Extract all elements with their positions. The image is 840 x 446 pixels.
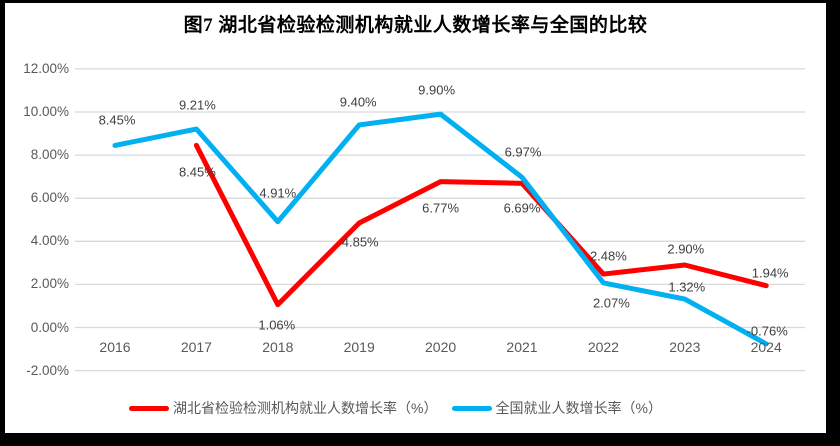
x-axis-label: 2018 [262, 339, 294, 355]
data-label: 1.94% [751, 265, 789, 281]
data-label: 2.90% [667, 241, 705, 257]
legend: 湖北省检验检测机构就业人数增长率（%） 全国就业人数增长率（%） [5, 396, 786, 420]
data-label: 2.48% [589, 248, 627, 264]
plot-area [75, 68, 805, 372]
data-label: 1.32% [668, 279, 706, 295]
y-tick-label: 0.00% [30, 319, 69, 335]
x-axis-label: 2019 [343, 339, 375, 355]
y-tick-label: 4.00% [30, 233, 69, 249]
chart-title: 图7 湖北省检验检测机构就业人数增长率与全国的比较 [183, 15, 648, 36]
data-label: 6.97% [504, 144, 542, 160]
legend-label-hubei: 湖北省检验检测机构就业人数增长率（%） [173, 400, 438, 416]
data-label: -0.76% [746, 323, 788, 339]
x-axis-label: 2023 [669, 339, 701, 355]
x-axis-label: 2024 [750, 339, 782, 355]
data-label: 8.45% [178, 164, 216, 180]
y-tick-label: 12.00% [23, 60, 69, 76]
y-tick-label: 10.00% [23, 104, 69, 119]
x-axis-label: 2016 [99, 339, 131, 355]
data-label: 4.91% [259, 185, 297, 201]
data-label: 9.21% [178, 97, 216, 113]
data-label: 1.06% [258, 317, 296, 333]
data-label: 6.69% [503, 200, 541, 216]
x-axis-label: 2020 [425, 339, 457, 355]
y-tick-label: 6.00% [30, 190, 69, 206]
data-label: 9.90% [418, 82, 456, 98]
series-line-hubei [193, 142, 769, 308]
legend-item-hubei: 湖北省检验检测机构就业人数增长率（%） [129, 398, 438, 418]
x-axis-label: 2022 [587, 339, 619, 355]
series-line-national [112, 111, 769, 347]
y-tick-label: 2.00% [30, 276, 69, 292]
legend-line-sample-national [451, 405, 492, 411]
data-label: 2.07% [592, 295, 630, 311]
data-label: 6.77% [422, 200, 460, 216]
chart-canvas: 图7 湖北省检验检测机构就业人数增长率与全国的比较 12.00% 10.00% 8.… [5, 3, 826, 433]
data-label: 4.85% [341, 234, 379, 250]
y-tick-label: -2.00% [26, 362, 69, 378]
data-label: 9.40% [339, 94, 377, 110]
legend-line-sample-hubei [129, 405, 170, 411]
legend-label-national: 全国就业人数增长率（%） [495, 400, 662, 416]
x-axis-label: 2017 [180, 339, 212, 355]
data-label: 8.45% [98, 112, 136, 128]
y-tick-label: 8.00% [30, 147, 69, 163]
x-axis-label: 2021 [506, 339, 538, 355]
legend-item-national: 全国就业人数增长率（%） [451, 398, 662, 418]
